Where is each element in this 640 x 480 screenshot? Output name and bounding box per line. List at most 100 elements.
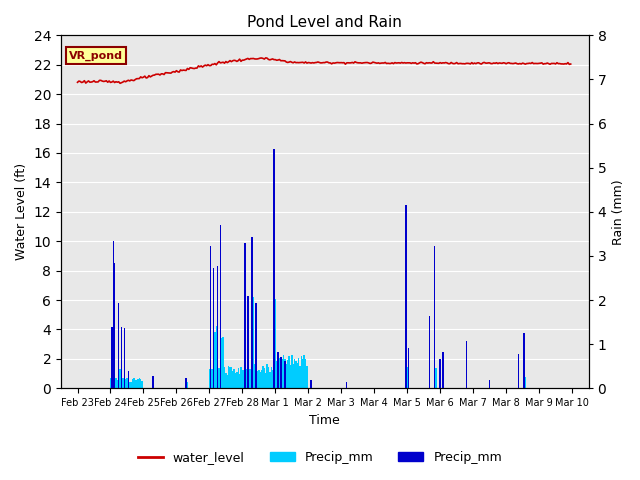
Bar <box>276 361 277 388</box>
Bar <box>236 372 237 388</box>
Bar <box>408 348 409 388</box>
Bar <box>214 332 216 388</box>
Bar <box>139 378 140 388</box>
Bar <box>272 370 273 388</box>
Bar <box>257 371 258 388</box>
Bar <box>132 379 133 388</box>
Bar <box>273 289 275 388</box>
Bar <box>489 380 490 388</box>
Bar <box>290 365 291 388</box>
Bar <box>346 383 348 388</box>
X-axis label: Time: Time <box>309 414 340 427</box>
Bar <box>261 371 262 388</box>
Bar <box>405 205 406 388</box>
Bar <box>134 380 136 388</box>
Bar <box>227 375 228 388</box>
Bar <box>213 268 214 388</box>
Bar <box>243 370 244 388</box>
Bar <box>292 364 294 388</box>
Legend: water_level, Precip_mm, Precip_mm: water_level, Precip_mm, Precip_mm <box>133 446 507 469</box>
Bar <box>280 366 282 388</box>
Bar <box>279 358 280 388</box>
Bar <box>283 355 284 388</box>
Bar <box>113 241 114 388</box>
Y-axis label: Rain (mm): Rain (mm) <box>612 179 625 245</box>
Bar <box>301 356 302 388</box>
Bar <box>273 149 275 388</box>
Bar <box>110 378 111 388</box>
Bar <box>229 367 230 388</box>
Bar <box>152 376 154 388</box>
Bar <box>115 378 116 388</box>
Bar <box>518 354 519 388</box>
Bar <box>116 381 118 388</box>
Bar <box>136 380 137 388</box>
Bar <box>133 378 134 388</box>
Bar <box>239 374 240 388</box>
Bar <box>247 365 248 388</box>
Bar <box>265 372 266 388</box>
Bar <box>218 368 220 388</box>
Bar <box>306 366 308 388</box>
Bar <box>140 379 141 388</box>
Bar <box>440 359 441 388</box>
Bar <box>246 369 247 388</box>
Bar <box>289 356 290 388</box>
Bar <box>255 303 257 388</box>
Bar <box>186 378 187 388</box>
Bar <box>282 359 283 388</box>
Bar <box>210 246 211 388</box>
Bar <box>244 368 246 388</box>
Bar <box>127 371 129 388</box>
Bar <box>291 356 292 388</box>
Bar <box>230 367 232 388</box>
Bar <box>216 326 217 388</box>
Bar <box>232 372 234 388</box>
Bar <box>111 326 113 388</box>
Bar <box>284 359 285 388</box>
Bar <box>127 381 129 388</box>
Bar <box>220 225 221 388</box>
Bar <box>305 360 306 388</box>
Bar <box>302 360 303 388</box>
Bar <box>250 369 252 388</box>
Bar <box>269 372 271 388</box>
Bar <box>268 368 269 388</box>
Bar <box>525 377 526 388</box>
Bar <box>223 336 224 388</box>
Bar <box>252 237 253 388</box>
Bar <box>405 367 406 388</box>
Bar <box>234 369 235 388</box>
Bar <box>114 348 115 388</box>
Bar <box>186 382 187 388</box>
Bar <box>280 357 282 388</box>
Bar <box>247 297 248 388</box>
Bar <box>129 382 131 388</box>
Bar <box>248 370 250 388</box>
Bar <box>124 380 125 388</box>
Bar <box>524 333 525 388</box>
Bar <box>118 302 120 388</box>
Bar <box>262 366 264 388</box>
Bar <box>224 367 225 388</box>
Bar <box>465 340 467 388</box>
Bar <box>217 372 218 388</box>
Bar <box>266 364 268 388</box>
Bar <box>442 352 444 388</box>
Bar <box>235 373 236 388</box>
Y-axis label: Water Level (ft): Water Level (ft) <box>15 163 28 260</box>
Bar <box>111 381 113 388</box>
Bar <box>124 328 125 388</box>
Bar <box>213 374 214 388</box>
Bar <box>435 368 436 388</box>
Bar <box>258 370 260 388</box>
Bar <box>121 327 122 388</box>
Bar <box>141 381 143 388</box>
Bar <box>284 360 285 388</box>
Bar <box>242 370 243 388</box>
Bar <box>253 297 254 388</box>
Bar <box>300 366 301 388</box>
Bar <box>277 353 279 388</box>
Bar <box>264 368 265 388</box>
Bar <box>114 263 115 388</box>
